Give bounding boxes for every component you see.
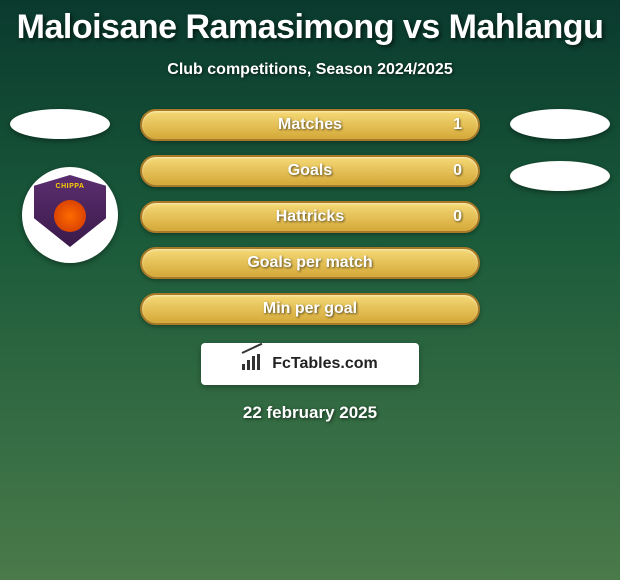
stat-label: Goals per match	[247, 254, 372, 272]
stat-bar-hattricks: Hattricks 0	[140, 201, 480, 233]
stat-value: 0	[453, 208, 462, 226]
stat-value: 0	[453, 162, 462, 180]
shield-icon: CHIPPA	[34, 175, 106, 247]
stat-label: Hattricks	[276, 208, 344, 226]
stat-label: Matches	[278, 116, 342, 134]
comparison-subtitle: Club competitions, Season 2024/2025	[0, 61, 620, 79]
badge-label: CHIPPA	[56, 183, 85, 190]
stats-bars: Matches 1 Goals 0 Hattricks 0 Goals per …	[140, 109, 480, 325]
footer-logo: FcTables.com	[201, 343, 419, 385]
stat-label: Goals	[288, 162, 332, 180]
stat-bar-matches: Matches 1	[140, 109, 480, 141]
club-badge: CHIPPA	[22, 167, 118, 263]
shield-center-icon	[54, 200, 86, 232]
right-ellipse-placeholder-2	[510, 161, 610, 191]
comparison-title: Maloisane Ramasimong vs Mahlangu	[0, 0, 620, 47]
footer-brand-text: FcTables.com	[272, 355, 378, 373]
stat-bar-min-per-goal: Min per goal	[140, 293, 480, 325]
content-area: CHIPPA Matches 1 Goals 0 Hattricks 0 Goa…	[0, 109, 620, 423]
chart-icon	[242, 354, 266, 374]
stat-value: 1	[453, 116, 462, 134]
club-badge-inner: CHIPPA	[34, 175, 106, 255]
stat-bar-goals: Goals 0	[140, 155, 480, 187]
left-ellipse-placeholder	[10, 109, 110, 139]
right-ellipse-placeholder-1	[510, 109, 610, 139]
stat-bar-goals-per-match: Goals per match	[140, 247, 480, 279]
comparison-date: 22 february 2025	[0, 403, 620, 423]
stat-label: Min per goal	[263, 300, 357, 318]
